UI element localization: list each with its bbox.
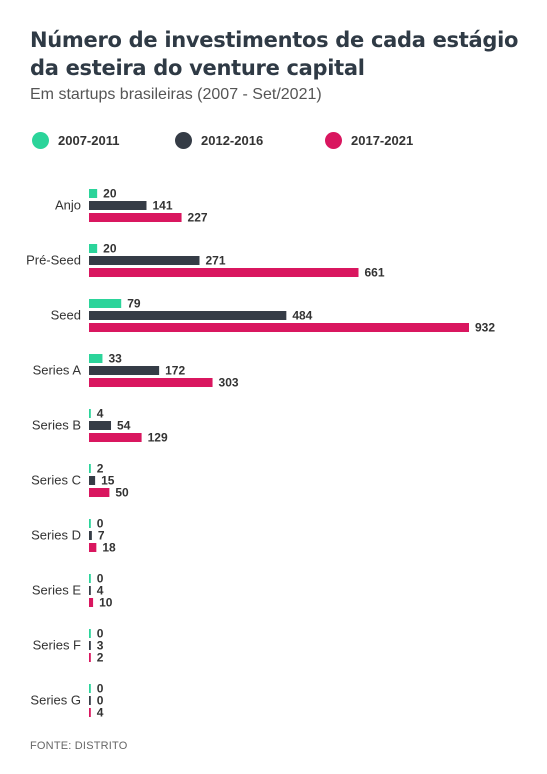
data-label: 0: [97, 572, 104, 586]
bar: [89, 299, 122, 308]
chart-title-line-2: da esteira do venture capital: [30, 56, 365, 80]
legend-label-series-3: 2017-2021: [351, 133, 414, 148]
bar: [89, 464, 91, 473]
category-label: Series E: [32, 583, 81, 598]
bar: [89, 598, 94, 607]
bar: [89, 476, 96, 485]
category-label: Series C: [31, 473, 81, 488]
data-label: 0: [97, 694, 104, 708]
chart-subtitle: Em startups brasileiras (2007 - Set/2021…: [30, 86, 322, 103]
bar: [89, 256, 200, 265]
bar: [89, 586, 91, 595]
data-label: 4: [97, 584, 104, 598]
bar: [89, 433, 142, 442]
bar: [89, 201, 147, 210]
data-label: 20: [103, 242, 117, 256]
legend-item-series-2: 2012-2016: [175, 132, 263, 149]
bar: [89, 543, 97, 552]
data-label: 50: [115, 486, 129, 500]
data-label: 33: [108, 352, 122, 366]
category-label: Pré-Seed: [26, 253, 81, 268]
data-label: 20: [103, 187, 117, 201]
bar: [89, 696, 91, 705]
data-label: 172: [165, 364, 185, 378]
data-label: 129: [148, 431, 168, 445]
bar: [89, 653, 91, 662]
bar: [89, 519, 91, 528]
bar-chart: Anjo20141227Pré-Seed20271661Seed79484932…: [26, 187, 495, 720]
legend-swatch-series-2: [175, 132, 192, 149]
bar: [89, 641, 91, 650]
data-label: 15: [101, 474, 115, 488]
data-label: 18: [102, 541, 116, 555]
category-label: Series F: [33, 638, 81, 653]
legend-item-series-3: 2017-2021: [325, 132, 413, 149]
data-label: 2: [97, 462, 104, 476]
bar: [89, 244, 98, 253]
legend-swatch-series-3: [325, 132, 342, 149]
data-label: 271: [205, 254, 225, 268]
bar: [89, 629, 91, 638]
data-label: 0: [97, 517, 104, 531]
category-label: Seed: [51, 308, 81, 323]
data-label: 4: [97, 706, 104, 720]
data-label: 141: [152, 199, 172, 213]
bar: [89, 409, 91, 418]
legend-item-series-1: 2007-2011: [32, 132, 119, 149]
data-label: 303: [219, 376, 239, 390]
data-label: 932: [475, 321, 495, 335]
chart-title: Número de investimentos de cada estágio …: [30, 26, 530, 82]
chart-legend: 2007-2011 2012-2016 2017-2021: [32, 132, 512, 152]
data-label: 7: [98, 529, 105, 543]
bar: [89, 189, 98, 198]
data-label: 4: [97, 407, 104, 421]
category-label: Series B: [32, 418, 81, 433]
bar: [89, 708, 91, 717]
bar: [89, 354, 103, 363]
data-label: 0: [97, 682, 104, 696]
legend-label-series-1: 2007-2011: [58, 133, 120, 148]
category-label: Anjo: [55, 198, 81, 213]
legend-label-series-2: 2012-2016: [201, 133, 264, 148]
data-label: 2: [97, 651, 104, 665]
bar: [89, 531, 92, 540]
bar: [89, 378, 213, 387]
bar: [89, 323, 469, 332]
data-label: 10: [99, 596, 113, 610]
data-label: 0: [97, 627, 104, 641]
data-label: 79: [127, 297, 141, 311]
data-label: 661: [365, 266, 385, 280]
bar: [89, 684, 91, 693]
bar: [89, 488, 110, 497]
category-label: Series A: [33, 363, 82, 378]
bar: [89, 574, 91, 583]
data-label: 484: [292, 309, 312, 323]
data-label: 227: [188, 211, 208, 225]
bar: [89, 421, 112, 430]
bar: [89, 311, 287, 320]
bar: [89, 366, 160, 375]
category-label: Series G: [30, 693, 81, 708]
source-note: FONTE: DISTRITO: [30, 740, 128, 752]
bar: [89, 213, 182, 222]
chart-title-line-1: Número de investimentos de cada estágio: [30, 28, 519, 52]
legend-swatch-series-1: [32, 132, 49, 149]
category-label: Series D: [31, 528, 81, 543]
data-label: 3: [97, 639, 104, 653]
bar: [89, 268, 359, 277]
data-label: 54: [117, 419, 131, 433]
